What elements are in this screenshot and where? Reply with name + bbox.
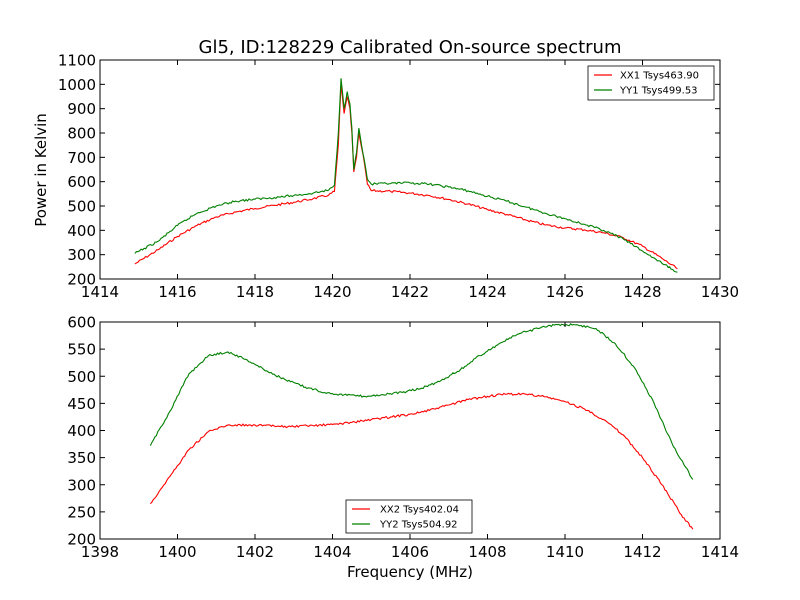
bottom-chart-ytick-label: 450 (67, 395, 96, 413)
top-chart-xtick-label: 1422 (391, 283, 429, 301)
bottom-chart-ytick-label: 300 (67, 476, 96, 494)
bottom-chart-ytick-label: 550 (67, 341, 96, 359)
top-chart-ytick-label: 200 (67, 271, 96, 289)
bottom-chart-ytick-label: 200 (67, 531, 96, 549)
legend-label-xx1: XX1 Tsys463.90 (620, 71, 699, 82)
bottom-chart-xtick-label: 1406 (391, 543, 429, 561)
bottom-chart-ytick-label: 350 (67, 449, 96, 467)
top-chart-xtick-label: 1414 (81, 283, 119, 301)
bottom-chart-series-xx2 (149, 392, 694, 530)
top-chart: Gl5, ID:128229 Calibrated On-source spec… (32, 37, 739, 301)
top-chart-ylabel: Power in Kelvin (32, 113, 50, 227)
bottom-chart-xtick-label: 1414 (701, 543, 739, 561)
top-chart-legend-box (587, 65, 715, 101)
bottom-chart-xtick-label: 1404 (313, 543, 351, 561)
legend-label-yy1: YY1 Tsys499.53 (619, 86, 698, 97)
bottom-chart: Frequency (MHz) 1398 1400 1402 1404 1406 1408… (67, 314, 739, 582)
bottom-chart-xlabel: Frequency (MHz) (347, 563, 473, 581)
bottom-chart-ytick-label: 600 (67, 314, 96, 332)
bottom-chart-legend-box (345, 499, 473, 534)
legend-label-xx2: XX2 Tsys402.04 (380, 505, 459, 516)
top-chart-ytick-label: 1000 (58, 76, 96, 94)
legend-label-yy2: YY2 Tsys504.92 (379, 520, 458, 531)
top-chart-xtick-label: 1426 (546, 283, 584, 301)
bottom-chart-xtick-label: 1402 (236, 543, 274, 561)
top-chart-xtick-label: 1418 (236, 283, 274, 301)
top-chart-xtick-label: 1430 (701, 283, 739, 301)
bottom-chart-series-yy2 (149, 322, 694, 480)
bottom-chart-xtick-label: 1408 (468, 543, 506, 561)
top-chart-series-yy1 (134, 78, 678, 273)
top-chart-legend: XX1 Tsys463.90 YY1 Tsys499.53 (587, 65, 715, 101)
top-chart-ytick-label: 700 (67, 149, 96, 167)
top-chart-xtick-label: 1416 (158, 283, 196, 301)
bottom-chart-xtick-label: 1400 (158, 543, 196, 561)
bottom-chart-legend: XX2 Tsys402.04 YY2 Tsys504.92 (345, 499, 473, 534)
top-chart-xtick-label: 1424 (468, 283, 506, 301)
top-chart-ytick-label: 400 (67, 222, 96, 240)
bottom-chart-xtick-label: 1410 (546, 543, 584, 561)
bottom-chart-xtick-label: 1412 (623, 543, 661, 561)
top-chart-ytick-label: 800 (67, 125, 96, 143)
top-chart-ytick-label: 600 (67, 173, 96, 191)
bottom-chart-ytick-label: 500 (67, 368, 96, 386)
top-chart-ytick-label: 300 (67, 246, 96, 264)
bottom-chart-ytick-label: 400 (67, 422, 96, 440)
top-chart-title: Gl5, ID:128229 Calibrated On-source spec… (199, 37, 622, 58)
bottom-chart-xtick-label: 1398 (81, 543, 119, 561)
bottom-chart-ytick-label: 250 (67, 503, 96, 521)
top-chart-xtick-label: 1428 (623, 283, 661, 301)
top-chart-ytick-label: 1100 (58, 52, 96, 70)
top-chart-series-xx1 (134, 84, 678, 270)
top-chart-ytick-label: 500 (67, 198, 96, 216)
top-chart-xtick-label: 1420 (313, 283, 351, 301)
top-chart-ytick-label: 900 (67, 100, 96, 118)
